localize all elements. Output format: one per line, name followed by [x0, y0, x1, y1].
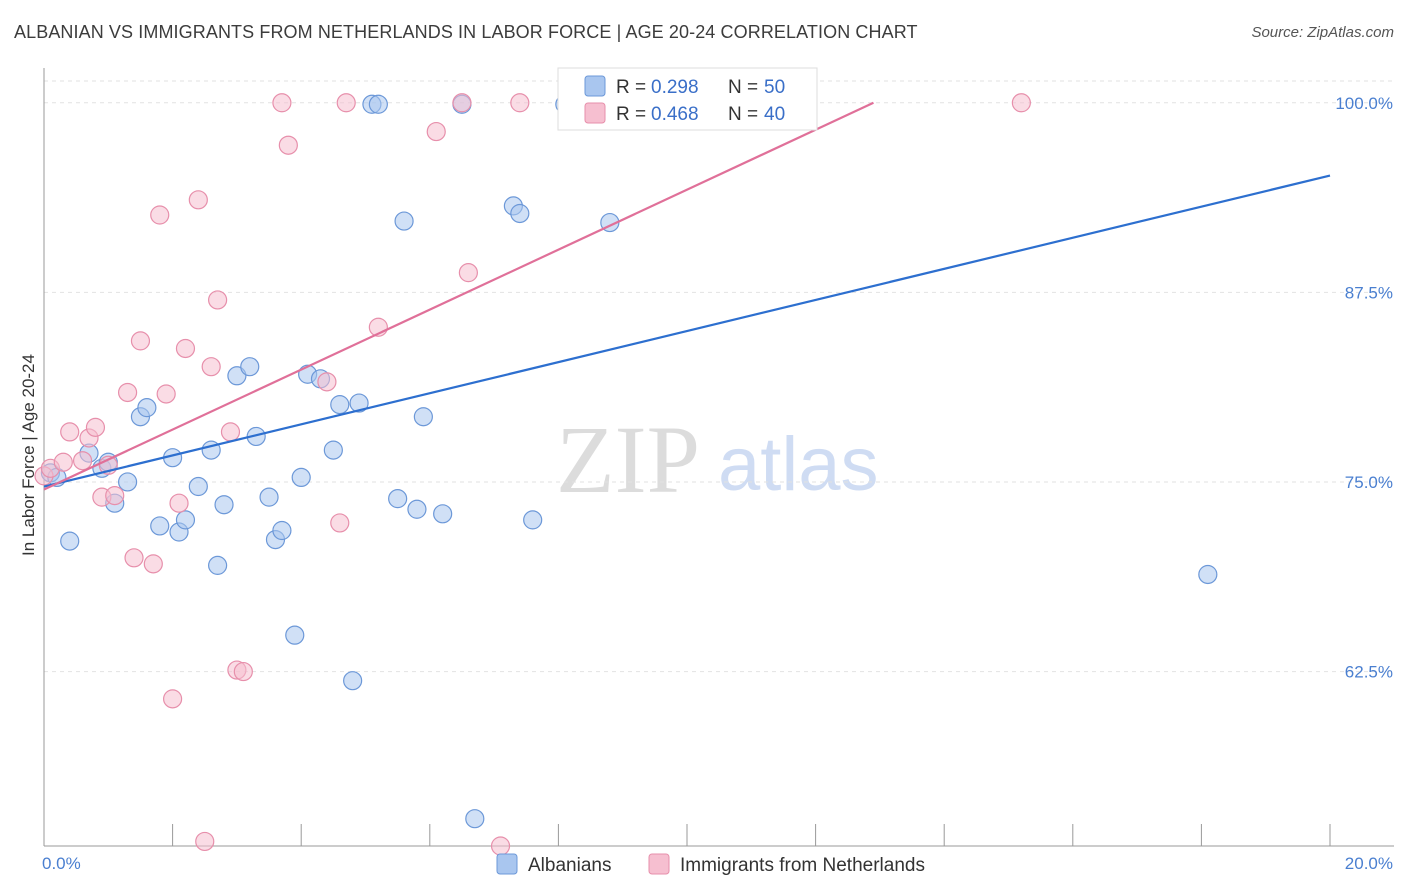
netherlands-point [188, 190, 208, 210]
netherlands-point [458, 263, 478, 283]
stats-legend: R = 0.298 N = 50 R = 0.468 N = 40 [557, 67, 818, 131]
netherlands-points [34, 93, 1031, 856]
trend-lines [43, 101, 1331, 491]
netherlands-point [60, 422, 80, 442]
netherlands-point [330, 513, 350, 533]
albanians-point [433, 504, 453, 524]
legend-n-label-albanians: N = [728, 77, 758, 98]
netherlands-point [490, 836, 511, 856]
netherlands-point [163, 689, 183, 709]
y-tick-label: 62.5% [1345, 663, 1393, 682]
legend-n-value-netherlands: 40 [764, 104, 785, 125]
albanians-point [349, 393, 369, 413]
watermark-zip: ZIP [556, 406, 700, 513]
netherlands-point [53, 452, 73, 472]
legend-n-value-albanians: 50 [764, 77, 785, 98]
tick-labels: 62.5% 75.0% 87.5% 100.0% 0.0% 20.0% [42, 94, 1393, 873]
albanians-point [117, 472, 138, 492]
legend-swatch-albanians [584, 75, 606, 97]
netherlands-point [175, 338, 196, 359]
y-tick-label: 87.5% [1345, 283, 1393, 302]
albanians-point [60, 531, 80, 551]
legend-r-value-netherlands: 0.468 [651, 104, 699, 125]
netherlands-point [156, 384, 176, 404]
watermark-atlas: atlas [718, 422, 879, 507]
albanians-point [394, 211, 414, 231]
legend-n-label-netherlands: N = [728, 104, 758, 125]
bottom-legend: Albanians Immigrants from Netherlands [496, 853, 925, 876]
legend-r-label-netherlands: R = [616, 104, 646, 125]
netherlands-point [1011, 93, 1031, 113]
netherlands-point [143, 554, 163, 574]
bottom-legend-albanians: Albanians [528, 855, 611, 876]
netherlands-point [278, 135, 298, 155]
netherlands-point [272, 93, 292, 113]
albanians-point [465, 809, 485, 829]
albanians-point [272, 520, 292, 541]
albanians-point [523, 510, 543, 530]
albanians-point [175, 510, 196, 530]
albanians-point [330, 395, 350, 415]
y-tick-label: 75.0% [1345, 473, 1393, 492]
y-axis-label: In Labor Force | Age 20-24 [19, 354, 38, 556]
x-tick-label-end: 20.0% [1345, 854, 1393, 873]
albanians-point [343, 671, 363, 691]
albanians-trend-line [43, 174, 1331, 488]
albanians-point [1198, 564, 1218, 585]
albanians-point [407, 499, 427, 519]
albanians-point [413, 407, 433, 427]
netherlands-point [150, 205, 170, 225]
albanians-point [188, 476, 208, 497]
albanians-point [150, 516, 170, 536]
netherlands-point [220, 422, 241, 442]
axes [43, 68, 1394, 847]
netherlands-point [85, 417, 106, 437]
albanians-point [388, 489, 408, 509]
source-label: Source: ZipAtlas.com [1251, 24, 1394, 41]
albanians-point [291, 467, 311, 488]
netherlands-point [72, 451, 93, 471]
netherlands-point [317, 372, 337, 392]
y-tick-label: 100.0% [1335, 94, 1393, 113]
gridlines [44, 80, 1394, 673]
netherlands-point [117, 382, 138, 403]
netherlands-point [130, 331, 151, 351]
albanians-point [240, 357, 260, 377]
netherlands-point [208, 290, 228, 310]
bottom-legend-netherlands: Immigrants from Netherlands [680, 855, 925, 876]
albanians-point [510, 203, 530, 224]
netherlands-point [169, 493, 189, 513]
legend-r-value-albanians: 0.298 [651, 77, 699, 98]
netherlands-point [336, 93, 356, 113]
netherlands-point [426, 121, 446, 142]
chart-title: ALBANIAN VS IMMIGRANTS FROM NETHERLANDS … [14, 22, 918, 42]
netherlands-point [510, 93, 530, 113]
legend-swatch-netherlands [584, 102, 606, 124]
legend-r-label-albanians: R = [616, 77, 646, 98]
albanians-point [208, 555, 228, 575]
x-tick-label-start: 0.0% [42, 854, 81, 873]
albanians-point [259, 487, 279, 507]
netherlands-trend-line [43, 101, 874, 491]
netherlands-point [452, 93, 472, 113]
netherlands-point [124, 548, 144, 568]
albanians-point [214, 495, 234, 515]
netherlands-point [201, 357, 221, 377]
netherlands-point [195, 831, 215, 852]
bottom-legend-swatch-albanians [496, 853, 518, 875]
netherlands-point [105, 486, 125, 506]
bottom-legend-swatch-netherlands [648, 853, 670, 875]
albanians-point [368, 94, 388, 114]
albanians-point [323, 440, 343, 460]
albanians-point [137, 398, 157, 418]
albanians-point [285, 625, 305, 645]
netherlands-point [233, 661, 253, 682]
